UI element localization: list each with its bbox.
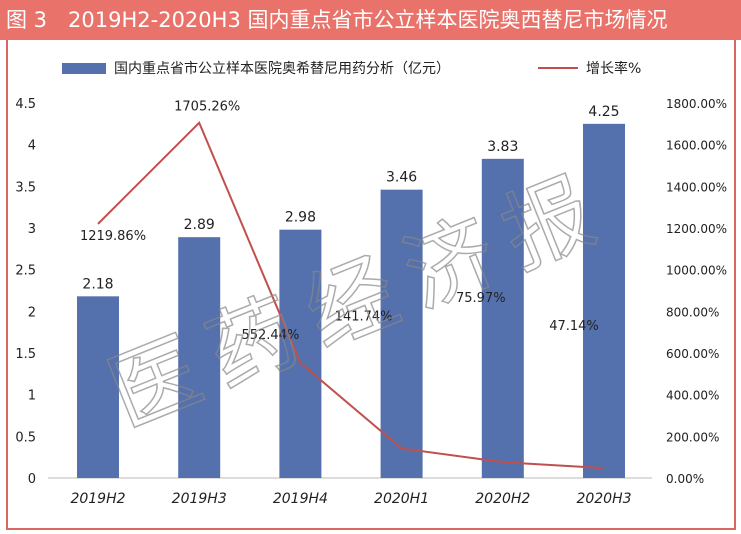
line-data-label: 47.14% [549,319,599,334]
chart-frame [6,40,736,530]
left-tick-label: 2.5 [15,264,36,279]
left-tick-label: 2 [28,305,36,320]
x-tick-label: 2020H3 [576,491,631,507]
bar-data-label: 3.83 [487,139,518,155]
watermark-text: 医药经济报 [95,153,625,447]
bar-data-label: 2.18 [82,276,113,292]
right-tick-label: 0.00% [666,472,704,486]
right-tick-label: 600.00% [666,347,719,361]
x-tick-label: 2020H2 [475,491,530,507]
bar [380,189,423,478]
left-tick-label: 4 [28,139,36,154]
right-tick-label: 800.00% [666,305,719,319]
bar-data-label: 2.89 [184,217,215,233]
legend-line-swatch [538,67,578,69]
bar [583,123,625,478]
x-tick-label: 2019H4 [273,491,328,507]
right-tick-label: 1000.00% [666,264,727,278]
legend-line-label: 增长率% [586,61,642,77]
x-tick-label: 2020H1 [374,491,429,507]
x-tick-label: 2019H3 [172,491,227,507]
right-tick-label: 400.00% [666,389,719,403]
legend-bar-label: 国内重点省市公立样本医院奥希替尼用药分析（亿元） [114,61,450,77]
right-tick-label: 1600.00% [666,139,727,153]
right-tick-label: 1400.00% [666,180,727,194]
line-data-label: 141.74% [335,309,393,324]
growth-line [97,120,605,470]
bar [77,296,119,478]
line-data-label: 75.97% [456,291,506,306]
right-tick-label: 1200.00% [666,222,727,236]
line-data-label: 552.44% [241,328,299,343]
watermark: 医药经济报 [94,152,626,448]
left-tick-label: 3 [28,222,36,237]
line-data-label: 1705.26% [174,100,240,115]
right-tick-label: 1800.00% [666,97,727,111]
figure-title: 图 3 2019H2-2020H3 国内重点省市公立样本医院奥西替尼市场情况 [0,0,741,40]
right-tick-label: 200.00% [666,430,719,444]
line-data-label: 1219.86% [80,229,146,244]
left-tick-label: 0 [28,472,36,487]
bar-data-label: 4.25 [588,104,619,120]
left-tick-label: 1.5 [15,347,36,362]
bar [481,158,524,479]
bar-data-label: 2.98 [285,210,316,226]
bar [178,237,221,478]
x-tick-label: 2019H2 [70,491,125,507]
legend: 国内重点省市公立样本医院奥希替尼用药分析（亿元） 增长率% [62,58,641,78]
left-tick-label: 4.5 [15,97,36,112]
left-tick-label: 1 [28,389,36,404]
bar [279,229,322,478]
legend-bar-swatch [62,62,106,74]
left-tick-label: 0.5 [15,430,36,445]
left-tick-label: 3.5 [15,180,36,195]
bar-data-label: 3.46 [386,170,417,186]
